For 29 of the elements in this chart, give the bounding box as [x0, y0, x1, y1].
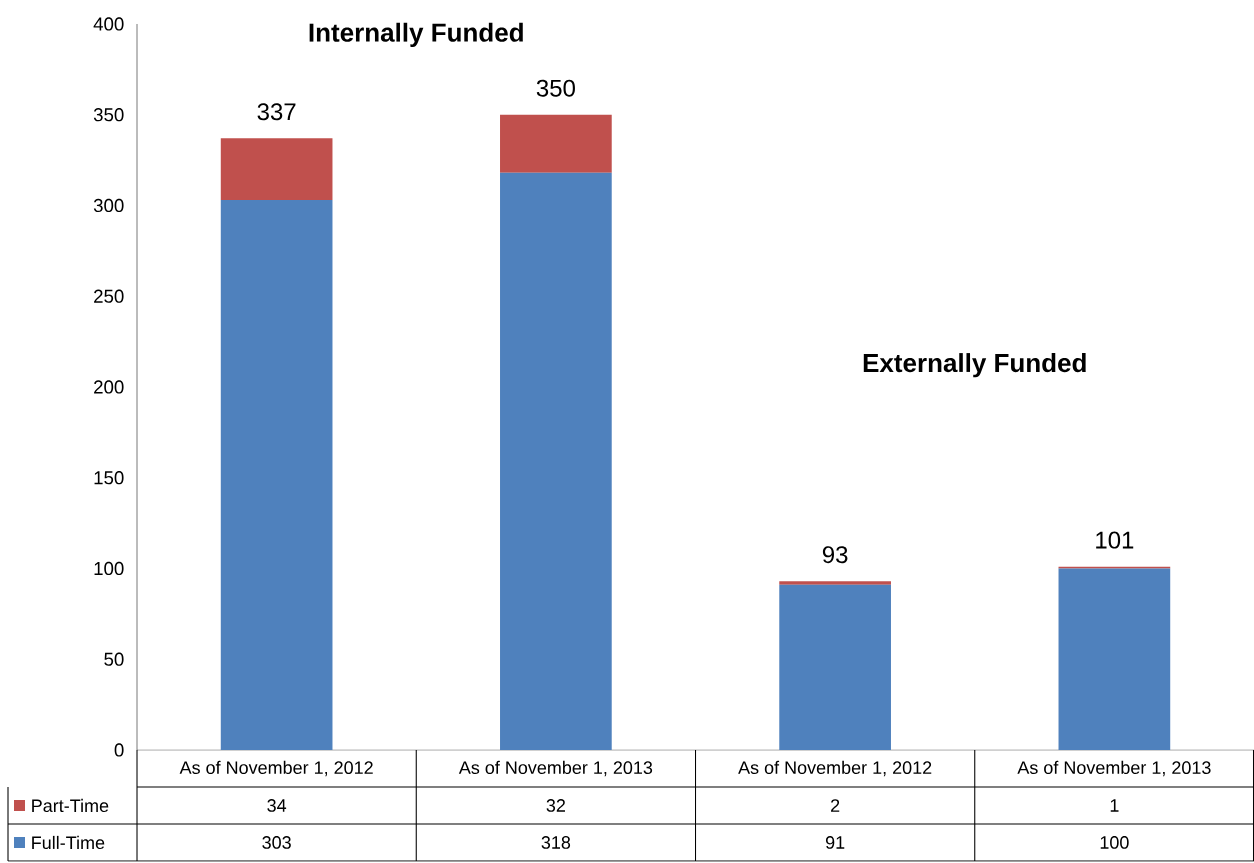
data-label: 100 [1100, 836, 1129, 849]
data-label: 303 [262, 836, 291, 849]
x-tick-label: As of November 1, 2012 [179, 760, 373, 777]
data-label: 34 [267, 799, 287, 812]
data-label: 318 [541, 836, 571, 849]
total-label: 93 [822, 546, 848, 564]
y-tick-label: 250 [94, 289, 124, 303]
y-tick-label: 50 [104, 652, 124, 666]
data-label: 32 [546, 799, 565, 812]
annotation: Externally Funded [863, 353, 1086, 378]
data-label: 91 [825, 836, 845, 849]
total-label: 101 [1096, 531, 1134, 549]
y-tick-label: 400 [93, 17, 124, 31]
data-label: 2 [831, 799, 840, 812]
y-tick-label: 150 [94, 471, 124, 485]
y-tick-label: 200 [94, 380, 124, 394]
total-label: 350 [536, 79, 575, 97]
y-tick-label: 350 [93, 108, 124, 122]
legend-label: Part-Time [32, 798, 109, 813]
y-tick-label: 0 [114, 743, 124, 757]
x-tick-label: As of November 1, 2013 [458, 760, 653, 777]
annotation: Internally Funded [309, 22, 523, 47]
x-tick-label: As of November 1, 2012 [738, 760, 932, 777]
y-tick-label: 100 [94, 561, 124, 576]
total-label: 337 [257, 103, 296, 121]
data-label: 1 [1110, 799, 1119, 812]
y-tick-label: 300 [93, 198, 124, 213]
legend-label: Full-Time [32, 835, 105, 850]
x-tick-label: As of November 1, 2013 [1017, 760, 1211, 777]
